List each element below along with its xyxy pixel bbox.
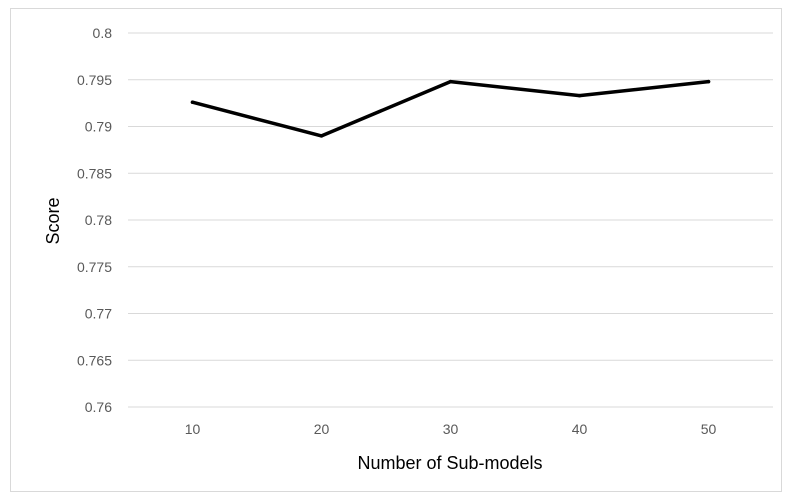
y-tick-label: 0.765 xyxy=(77,352,112,368)
data-point xyxy=(319,134,324,138)
x-tick-label: 50 xyxy=(701,421,717,437)
y-tick-label: 0.795 xyxy=(77,72,112,88)
data-point xyxy=(577,93,582,98)
y-axis-title: Score xyxy=(43,197,63,244)
series-lines xyxy=(190,79,711,138)
x-tick-labels: 10 20 30 40 50 xyxy=(185,421,717,437)
series-line xyxy=(190,79,711,138)
y-tick-label: 0.8 xyxy=(93,25,113,41)
x-tick-label: 10 xyxy=(185,421,201,437)
y-tick-label: 0.785 xyxy=(77,165,112,181)
gridlines xyxy=(128,32,773,408)
x-tick-label: 40 xyxy=(572,421,588,437)
x-tick-label: 30 xyxy=(443,421,459,437)
y-tick-label: 0.78 xyxy=(85,212,112,228)
x-axis-title: Number of Sub-models xyxy=(357,453,542,473)
data-point xyxy=(190,100,195,104)
x-tick-label: 20 xyxy=(314,421,330,437)
data-point xyxy=(706,79,711,84)
y-tick-label: 0.775 xyxy=(77,259,112,275)
y-tick-label: 0.77 xyxy=(85,306,112,322)
y-tick-labels: 0.76 0.765 0.77 0.775 0.78 0.785 0.79 0.795 0.8 xyxy=(77,25,112,415)
y-tick-label: 0.76 xyxy=(85,399,112,415)
y-tick-label: 0.79 xyxy=(85,119,112,135)
data-point xyxy=(448,79,453,84)
